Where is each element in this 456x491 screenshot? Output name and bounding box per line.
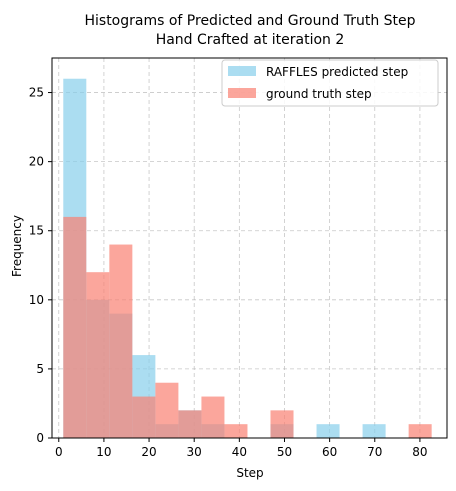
- axes: 0 10 20 30 40 50 60 70 80 0 5 10 15 20 25: [29, 57, 448, 459]
- x-tick-label: 0: [55, 445, 63, 459]
- y-tick-label: 25: [29, 86, 44, 100]
- chart-title-line-2: Hand Crafted at iteration 2: [156, 32, 345, 48]
- legend-frame: [221, 59, 439, 107]
- histogram-bar-ground-truth: [109, 244, 133, 438]
- legend-swatch-ground-truth: [228, 88, 256, 98]
- histogram-bar-ground-truth: [132, 396, 156, 438]
- plot-frame: [51, 57, 448, 439]
- legend-swatch-predicted: [228, 66, 256, 76]
- histogram-bar-ground-truth: [86, 272, 110, 438]
- y-tick-label: 0: [36, 431, 44, 445]
- x-tick-label: 30: [187, 445, 202, 459]
- x-tick-label: 70: [367, 445, 382, 459]
- x-tick-label: 80: [412, 445, 427, 459]
- y-tick-label: 10: [29, 293, 44, 307]
- y-tick-label: 15: [29, 224, 44, 238]
- histogram-bar-predicted: [362, 424, 386, 438]
- histogram-bar-ground-truth: [224, 424, 248, 438]
- histogram-bar-ground-truth: [270, 410, 294, 438]
- x-tick-label: 60: [322, 445, 337, 459]
- x-tick-label: 40: [232, 445, 247, 459]
- x-tick-label: 10: [96, 445, 111, 459]
- histogram-bar-ground-truth: [178, 410, 202, 438]
- x-axis-label: Step: [236, 466, 263, 480]
- histogram-bar-ground-truth: [155, 382, 179, 438]
- histogram-bar-ground-truth: [201, 396, 225, 438]
- legend: RAFFLES predicted step ground truth step: [221, 59, 439, 107]
- histogram-bar-ground-truth: [408, 424, 432, 438]
- y-tick-label: 20: [29, 155, 44, 169]
- x-tick-label: 20: [141, 445, 156, 459]
- legend-label-predicted: RAFFLES predicted step: [266, 65, 408, 79]
- bars: [63, 78, 432, 439]
- chart-title-line-1: Histograms of Predicted and Ground Truth…: [84, 13, 415, 29]
- legend-label-ground-truth: ground truth step: [266, 87, 372, 101]
- y-axis-label: Frequency: [10, 215, 24, 277]
- histogram-bar-predicted: [316, 424, 340, 438]
- x-tick-label: 50: [277, 445, 292, 459]
- histogram-bar-ground-truth: [63, 216, 87, 438]
- y-tick-label: 5: [36, 362, 44, 376]
